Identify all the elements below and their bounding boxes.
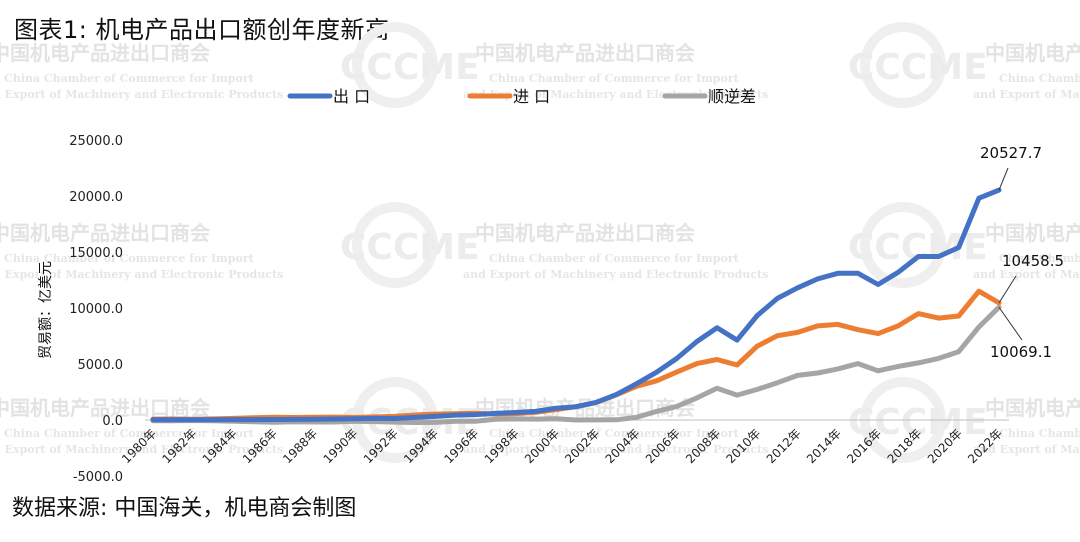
watermark-en: and Export of Machinery and Electronic P… xyxy=(973,443,1080,456)
watermark-en: and Export of Machinery and Electronic P… xyxy=(973,268,1080,281)
watermark-en: China Chamber of Commerce for Import xyxy=(4,427,255,440)
x-tick-label: 1988年 xyxy=(280,426,320,466)
data-source-note: 数据来源: 中国海关，机电商会制图 xyxy=(12,496,357,521)
watermark-logo: CCCME xyxy=(340,47,480,88)
y-tick-label: 15000.0 xyxy=(69,246,123,261)
watermark-logo-ring xyxy=(352,202,438,288)
y-tick-label: -5000.0 xyxy=(73,470,123,485)
legend-label: 出 口 xyxy=(333,87,370,106)
series-line-0 xyxy=(150,187,1002,423)
annotation-leader xyxy=(998,306,1023,341)
watermark-en: and Export of Machinery and Electronic P… xyxy=(0,443,283,456)
x-tick-label: 2014年 xyxy=(804,426,844,466)
watermark-cn: 中国机电产品进出口商会 xyxy=(985,41,1080,65)
watermark-cn: 中国机电产品进出口商会 xyxy=(0,396,210,420)
watermark-cn: 中国机电产品进出口商会 xyxy=(0,41,210,65)
watermark-en: and Export of Machinery and Electronic P… xyxy=(0,88,283,101)
chart-title: 图表1: 机电产品出口额创年度新高 xyxy=(14,16,390,44)
watermark-logo: CCCME xyxy=(848,402,988,443)
watermark-layer: 中国机电产品进出口商会 China Chamber of Commerce for… xyxy=(0,22,1080,463)
watermark-cn: 中国机电产品进出口商会 xyxy=(475,41,695,65)
watermark-en: China Chamber of Commerce for Import xyxy=(489,72,740,85)
annotation-leader xyxy=(998,167,1009,191)
series-layer xyxy=(150,187,1002,425)
y-tick-label: 5000.0 xyxy=(78,358,124,373)
annotation-label: 10458.5 xyxy=(1002,252,1064,270)
watermark-logo-ring xyxy=(352,22,438,108)
watermark-logo: CCCME xyxy=(340,227,480,268)
watermark-en: China Chamber of Commerce for Import xyxy=(999,72,1080,85)
watermark-en: China Chamber of Commerce for Import xyxy=(489,252,740,265)
watermark-en: China Chamber of Commerce for Import xyxy=(4,252,255,265)
y-tick-label: 20000.0 xyxy=(69,190,123,205)
watermark-en: China Chamber of Commerce for Import xyxy=(4,72,255,85)
x-tick-label: 2012年 xyxy=(764,426,804,466)
watermark-en: and Export of Machinery and Electronic P… xyxy=(973,88,1080,101)
watermark-cn: 中国机电产品进出口商会 xyxy=(985,221,1080,245)
legend-label: 进 口 xyxy=(513,87,550,106)
watermark-logo-ring xyxy=(860,22,946,108)
watermark-en: China Chamber of Commerce for Import xyxy=(999,427,1080,440)
y-tick-label: 10000.0 xyxy=(69,302,123,317)
y-tick-label: 25000.0 xyxy=(69,134,123,149)
watermark-logo: CCCME xyxy=(848,47,988,88)
legend-label: 顺逆差 xyxy=(708,87,756,106)
annotation-leader xyxy=(998,275,1017,304)
watermark-en: and Export of Machinery and Electronic P… xyxy=(0,268,283,281)
watermark-en: China Chamber of Commerce for Import xyxy=(489,427,740,440)
watermark-en: and Export of Machinery and Electronic P… xyxy=(463,443,768,456)
y-tick-label: 0.0 xyxy=(102,414,123,429)
y-axis-label: 贸易额：亿美元 xyxy=(38,261,54,359)
watermark-cn: 中国机电产品进出口商会 xyxy=(985,396,1080,420)
watermark-logo-ring xyxy=(860,202,946,288)
annotation-label: 10069.1 xyxy=(990,343,1052,361)
watermark-en: China Chamber of Commerce for Import xyxy=(999,252,1080,265)
annotation-label: 20527.7 xyxy=(980,144,1042,162)
watermark-en: and Export of Machinery and Electronic P… xyxy=(463,268,768,281)
watermark-cn: 中国机电产品进出口商会 xyxy=(0,221,210,245)
y-axis-ticks: -5000.0 0.0 5000.0 10000.0 15000.0 20000.0 250… xyxy=(69,134,123,485)
legend: 出 口 进 口 顺逆差 xyxy=(287,87,756,106)
watermark-cn: 中国机电产品进出口商会 xyxy=(475,221,695,245)
annotations: 20527.7 10458.5 10069.1 xyxy=(980,144,1064,361)
